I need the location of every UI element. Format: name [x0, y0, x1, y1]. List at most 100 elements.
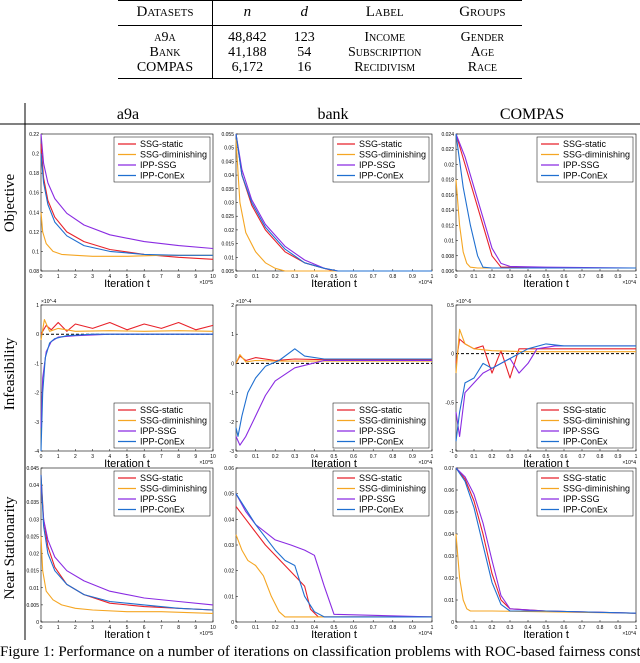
cell-d: 123 — [293, 30, 315, 45]
y-tick-label: 2 — [231, 303, 234, 309]
x-tick-label: 0.4 — [311, 625, 318, 631]
x-tick-label: 0.1 — [252, 454, 259, 460]
y-tick-label: 0.04 — [224, 173, 234, 179]
x-axis-label: Iteration t — [104, 458, 150, 470]
y-tick-label: 0.014 — [441, 208, 454, 214]
y-tick-label: 0.18 — [29, 171, 39, 177]
x-tick-label: 0.6 — [350, 274, 357, 280]
series-line-ipp-conex — [40, 474, 214, 611]
legend-label: SSG-static — [140, 405, 184, 415]
series-line-ipp-conex — [235, 133, 432, 272]
series-line-ipp-conex — [455, 343, 636, 442]
table-row: a9a 48,842 123 Income Gender — [118, 25, 522, 45]
legend-label: IPP-SSG — [563, 494, 600, 504]
series-line-ssg-diminishing — [455, 533, 637, 614]
x-tick-label: 0.9 — [409, 274, 416, 280]
cell-n: 48,842 — [228, 30, 267, 45]
legend-label: SSG-diminishing — [140, 150, 207, 160]
x-exponent-label: ×10^4 — [622, 631, 636, 637]
legend-label: IPP-SSG — [563, 160, 600, 170]
series-line-ipp-ssg — [455, 467, 637, 614]
cell-groups: Race — [467, 60, 498, 75]
x-tick-label: 3 — [91, 625, 94, 631]
y-tick-label: 0.12 — [29, 230, 39, 236]
y-tick-label: 0.024 — [441, 132, 454, 138]
cell-dataset: a9a — [118, 25, 213, 45]
y-tick-label: 0.01 — [224, 594, 234, 600]
x-tick-label: 0.4 — [311, 454, 318, 460]
y-tick-label: 0 — [451, 352, 454, 358]
legend-label: SSG-diminishing — [359, 150, 426, 160]
x-tick-label: 3 — [91, 454, 94, 460]
legend-label: SSG-static — [563, 139, 607, 149]
y-tick-label: 0.05 — [224, 492, 234, 498]
y-tick-label: -4 — [35, 449, 40, 455]
x-tick-label: 0 — [40, 274, 43, 280]
x-tick-label: 0 — [455, 274, 458, 280]
x-tick-label: 1 — [57, 454, 60, 460]
legend-label: IPP-ConEx — [140, 437, 185, 447]
y-tick-label: 0 — [36, 620, 39, 626]
x-tick-label: 0.8 — [597, 274, 604, 280]
legend-label: IPP-SSG — [140, 494, 177, 504]
y-tick-label: -2 — [230, 420, 235, 426]
legend-label: IPP-ConEx — [359, 505, 404, 515]
y-tick-label: -2 — [35, 391, 40, 397]
y-tick-label: 0.14 — [29, 210, 39, 216]
legend-label: SSG-diminishing — [140, 484, 207, 494]
x-tick-label: 0.3 — [507, 625, 514, 631]
x-tick-label: 0.1 — [252, 625, 259, 631]
y-tick-label: 0.035 — [26, 500, 39, 506]
x-tick-label: 7 — [160, 625, 163, 631]
series-line-ssg-diminishing — [40, 212, 213, 257]
legend: SSG-staticSSG-diminishingIPP-SSGIPP-ConE… — [332, 470, 430, 517]
x-tick-label: 0 — [455, 625, 458, 631]
x-tick-label: 0.4 — [311, 274, 318, 280]
row-header-objective: Objective — [2, 174, 18, 233]
x-tick-label: 4 — [108, 274, 111, 280]
legend-label: SSG-diminishing — [563, 484, 630, 494]
y-tick-label: 0.16 — [29, 191, 39, 197]
x-tick-label: 1 — [635, 454, 638, 460]
x-tick-label: 0.2 — [272, 274, 279, 280]
series-line-ssg-diminishing — [455, 328, 636, 374]
series-line-ssg-diminishing — [40, 319, 214, 341]
y-tick-label: -1 — [450, 449, 455, 455]
x-tick-label: 0.8 — [389, 274, 396, 280]
x-tick-label: 0.2 — [489, 454, 496, 460]
figure-caption: Figure 1: Performance on a number of ite… — [0, 644, 640, 660]
legend-label: IPP-SSG — [563, 426, 600, 436]
x-exponent-label: ×10^4 — [418, 280, 432, 286]
cell-n: 41,188 — [228, 45, 267, 60]
y-tick-label: 1 — [36, 303, 39, 309]
y-tick-label: 0.035 — [221, 187, 234, 193]
y-tick-label: 0.03 — [224, 201, 234, 207]
legend-label: IPP-SSG — [140, 160, 177, 170]
x-tick-label: 1 — [635, 625, 638, 631]
y-tick-label: 0.025 — [26, 534, 39, 540]
x-tick-label: 9 — [194, 625, 197, 631]
legend-label: SSG-diminishing — [359, 484, 426, 494]
x-tick-label: 0.4 — [525, 625, 532, 631]
header-groups: Groups — [459, 4, 506, 20]
x-tick-label: 0.7 — [370, 454, 377, 460]
cell-d: 54 — [297, 45, 312, 60]
x-tick-label: 0.3 — [507, 274, 514, 280]
legend-label: IPP-SSG — [359, 426, 396, 436]
series-line-ipp-ssg — [455, 133, 637, 269]
x-tick-label: 0.6 — [561, 274, 568, 280]
x-axis-label: Iteration t — [523, 629, 569, 640]
x-tick-label: 0.5 — [331, 625, 338, 631]
legend: SSG-staticSSG-diminishingIPP-SSGIPP-ConE… — [536, 402, 634, 449]
y-tick-label: 0.07 — [444, 466, 454, 472]
header-datasets: Datasets — [118, 0, 213, 26]
series-line-ipp-ssg — [235, 359, 432, 446]
row-header-infeasibility: Infeasibility — [2, 337, 18, 410]
x-tick-label: 4 — [108, 454, 111, 460]
series-line-ssg-diminishing — [235, 354, 432, 364]
legend-label: IPP-SSG — [359, 160, 396, 170]
legend-label: SSG-static — [140, 139, 184, 149]
cell-dataset: COMPAS — [118, 60, 213, 79]
y-tick-label: 0.005 — [26, 603, 39, 609]
legend: SSG-staticSSG-diminishingIPP-SSGIPP-ConE… — [536, 136, 634, 183]
